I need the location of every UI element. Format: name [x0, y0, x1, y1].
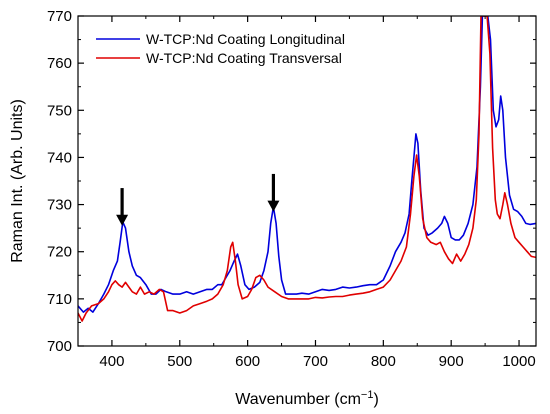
y-tick-label: 700	[47, 338, 72, 355]
y-tick-label: 760	[47, 55, 72, 72]
legend: W-TCP:Nd Coating Longitudinal W-TCP:Nd C…	[96, 31, 345, 66]
x-tick-label: 500	[167, 353, 192, 370]
peak-arrow-head	[116, 214, 129, 226]
x-axis-title-end: )	[373, 391, 378, 408]
x-tick-label: 800	[371, 353, 396, 370]
y-tick-label: 750	[47, 102, 72, 119]
peak-arrow-icon	[116, 188, 129, 226]
y-axis-title: Raman Int. (Arb. Units)	[9, 99, 26, 263]
x-tick-label: 700	[303, 353, 328, 370]
x-axis-title: Wavenumber (cm−1)	[235, 389, 379, 408]
y-tick-label: 740	[47, 149, 72, 166]
y-tick-label: 730	[47, 197, 72, 214]
x-axis-title-sup: −1	[361, 389, 374, 401]
x-tick-label: 400	[99, 353, 124, 370]
legend-label-transversal: W-TCP:Nd Coating Transversal	[146, 50, 342, 66]
x-axis-title-main: Wavenumber (cm	[235, 391, 361, 408]
peak-arrow-icon	[267, 173, 280, 212]
peak-arrow-head	[267, 200, 280, 212]
y-tick-label: 720	[47, 244, 72, 261]
x-tick-label: 600	[235, 353, 260, 370]
y-tick-label: 770	[47, 8, 72, 25]
x-tick-label: 1000	[502, 353, 535, 370]
legend-label-longitudinal: W-TCP:Nd Coating Longitudinal	[146, 31, 345, 47]
y-tick-label: 710	[47, 291, 72, 308]
x-tick-label: 900	[439, 353, 464, 370]
series-line-transversal	[78, 16, 536, 322]
